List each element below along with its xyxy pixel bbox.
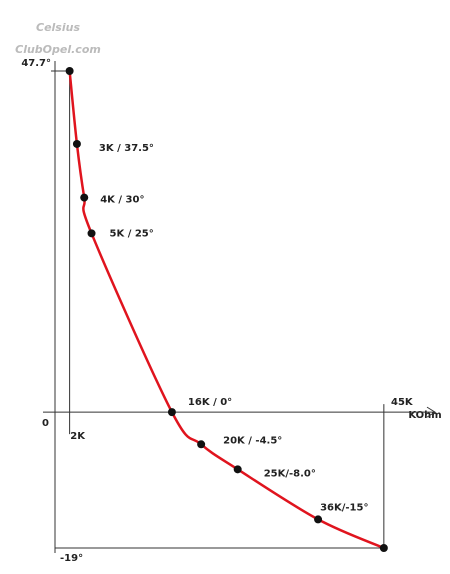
y-tick-label: 0 (42, 418, 49, 429)
data-point (80, 193, 89, 202)
x-axis-arrow (426, 406, 436, 418)
x-tick-label: 45K (391, 397, 414, 408)
data-point (72, 139, 81, 148)
data-point (314, 515, 323, 524)
data-point (233, 465, 242, 474)
data-label: 4K / 30° (100, 195, 144, 206)
data-point (379, 544, 388, 552)
data-point (197, 440, 206, 449)
data-label: 3K / 37.5° (99, 143, 154, 154)
curve (68, 70, 385, 550)
watermark-site: ClubOpel.com (15, 43, 101, 56)
data-label: 16K / 0° (188, 397, 232, 408)
x-axis-label: KOhm (408, 410, 441, 421)
x-tick-label: 2K (70, 431, 86, 442)
data-label: 25K/-8.0° (264, 468, 316, 479)
data-label: 5K / 25° (110, 228, 154, 239)
data-point (167, 408, 176, 417)
data-label: 20K / -4.5° (223, 435, 282, 446)
watermark-logo: Celsius (36, 21, 80, 34)
data-point (65, 67, 74, 75)
y-tick-label: 47.7° (21, 58, 51, 69)
y-tick-label: -19° (60, 553, 83, 564)
data-point (87, 229, 96, 238)
data-label: 36K/-15° (320, 502, 368, 513)
